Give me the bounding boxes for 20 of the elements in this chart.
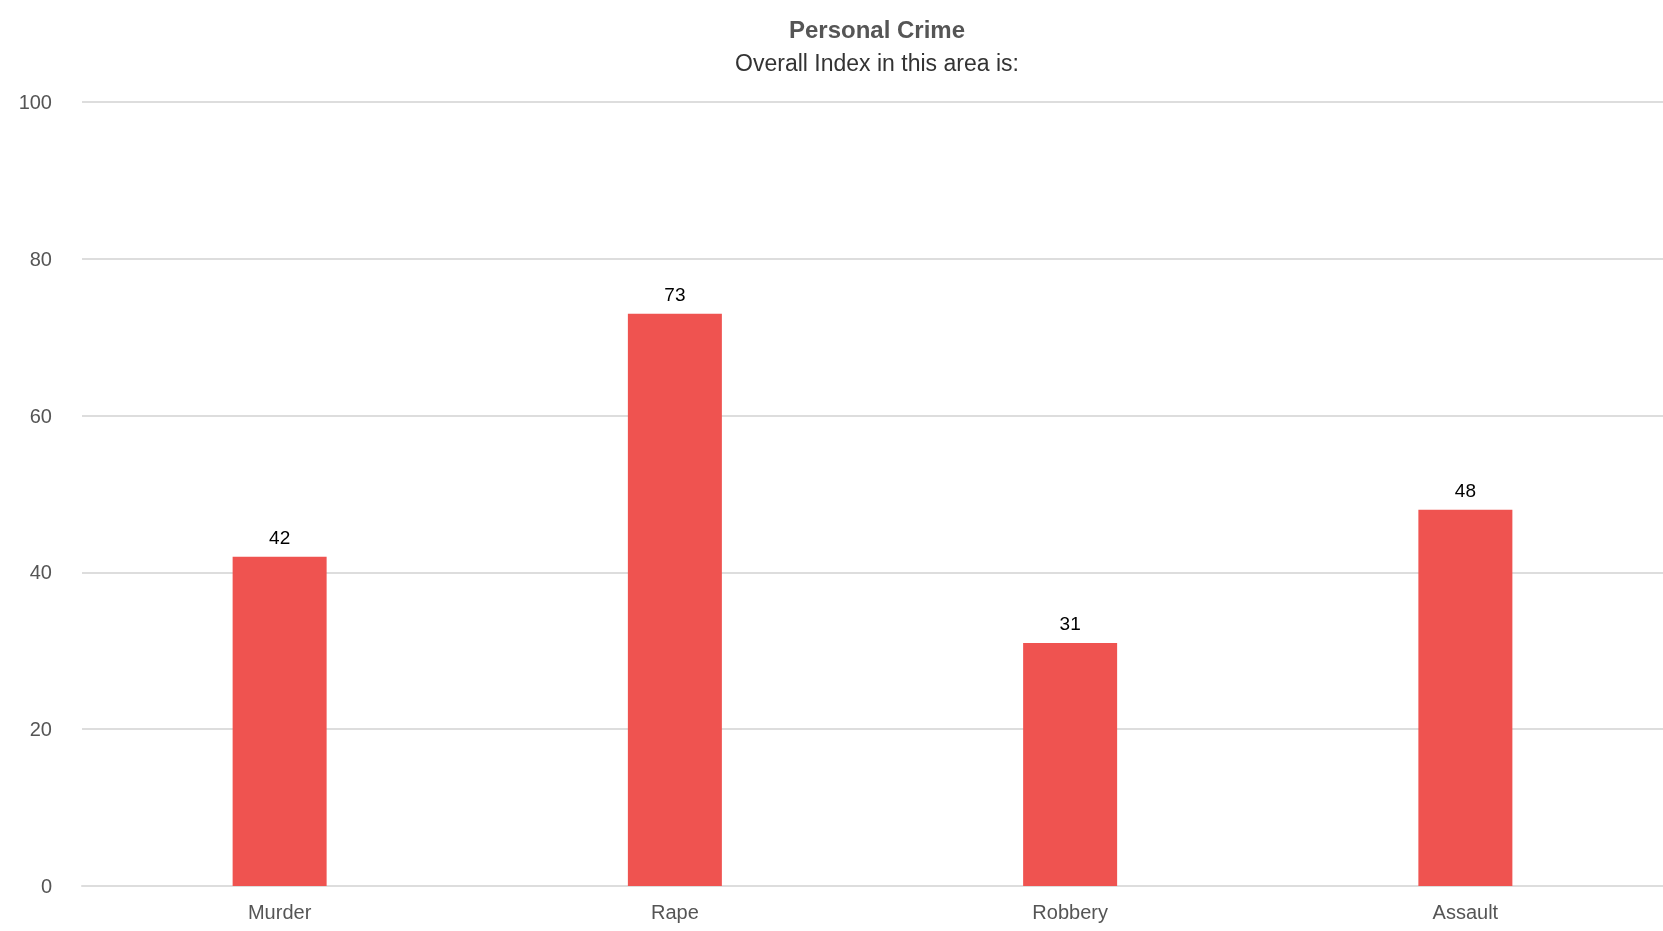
x-tick-label: Rape bbox=[650, 901, 699, 923]
x-tick-label: Assault bbox=[1432, 901, 1499, 923]
y-tick-label: 0 bbox=[40, 875, 52, 897]
y-tick-label: 20 bbox=[29, 718, 52, 741]
x-tick-label: Murder bbox=[247, 901, 312, 923]
chart-title: Personal Crime bbox=[788, 15, 966, 43]
data-label: 42 bbox=[269, 526, 291, 548]
bar bbox=[232, 556, 327, 886]
bar bbox=[627, 313, 722, 886]
data-label: 73 bbox=[664, 283, 686, 305]
y-tick-label: 80 bbox=[29, 247, 52, 270]
bar bbox=[1418, 509, 1513, 886]
y-tick-label: 100 bbox=[18, 91, 52, 113]
chart-subtitle: Overall Index in this area is: bbox=[735, 49, 1019, 76]
data-label: 31 bbox=[1059, 612, 1081, 634]
bar bbox=[1023, 642, 1118, 886]
y-tick-label: 40 bbox=[29, 561, 52, 584]
data-label: 48 bbox=[1454, 479, 1476, 501]
x-tick-label: Robbery bbox=[1032, 901, 1108, 923]
y-tick-label: 60 bbox=[29, 404, 52, 427]
